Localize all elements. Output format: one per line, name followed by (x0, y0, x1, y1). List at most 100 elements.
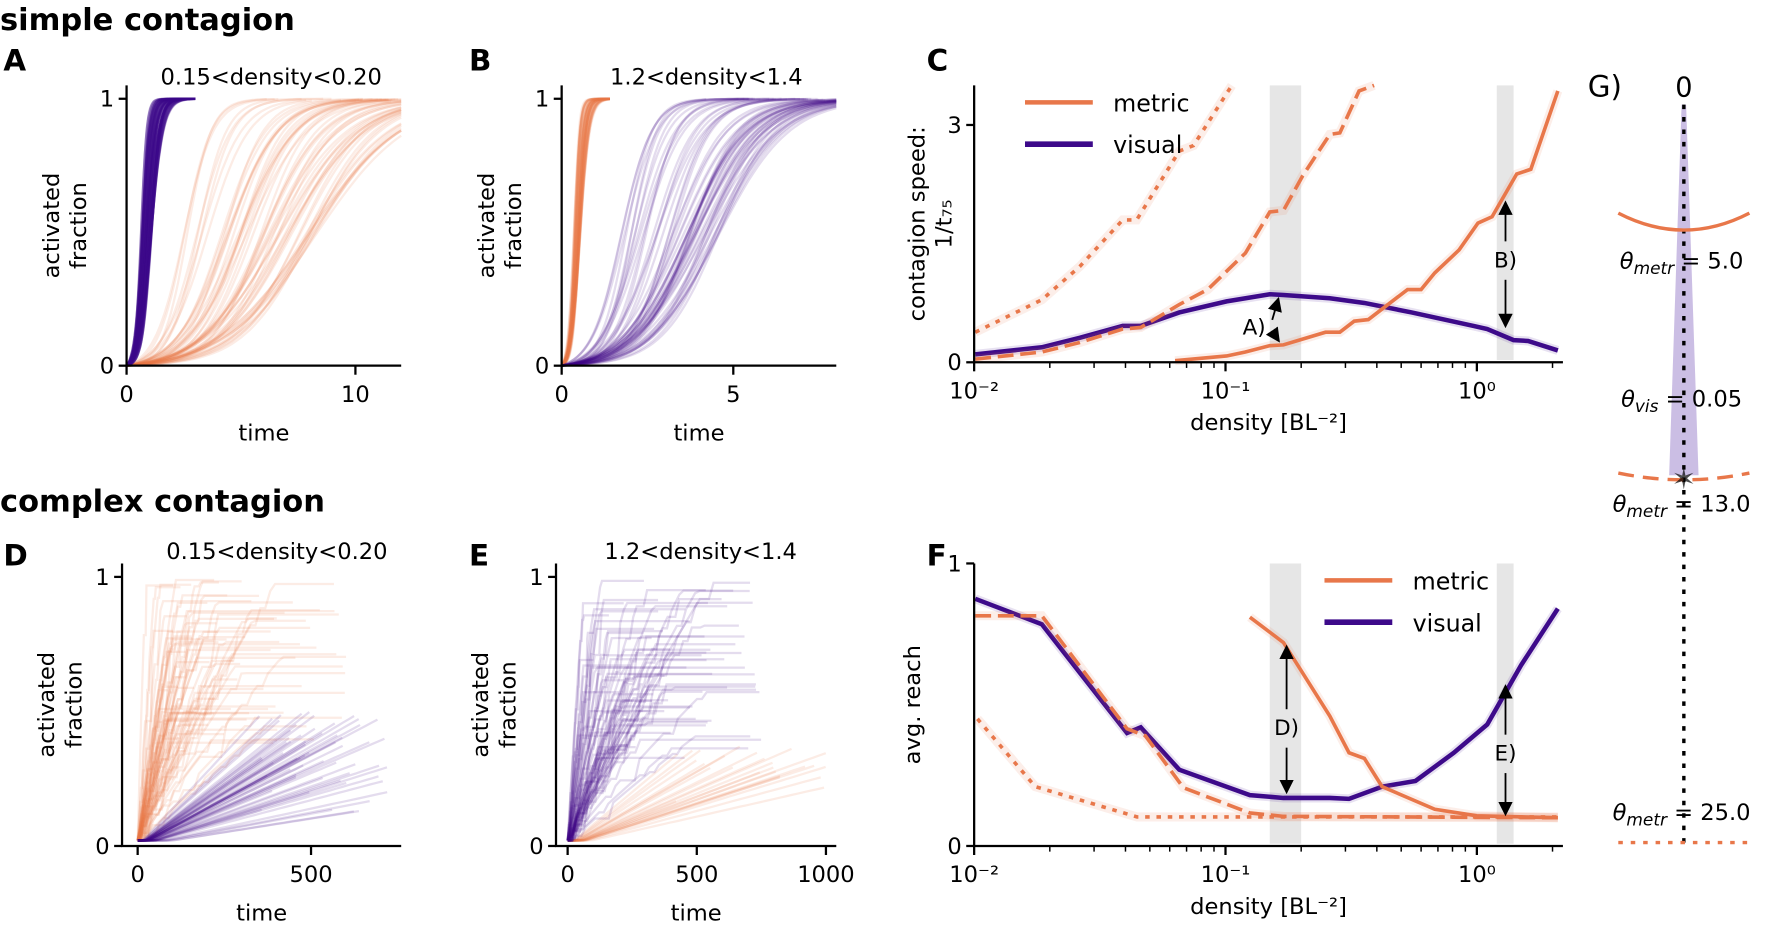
visual-run-line (125, 97, 196, 367)
visual-run-line (566, 605, 728, 841)
visual-run-line (125, 97, 196, 367)
metric-threshold-5-arc (1617, 211, 1751, 232)
metric-run-line (567, 800, 677, 842)
metric-run-line (126, 103, 402, 367)
metric-run-line (560, 97, 610, 367)
annotation-B: B) (1494, 248, 1517, 273)
visual-run-line (137, 741, 337, 842)
visual-run-line (137, 758, 264, 842)
x-tick-label: 0 (119, 382, 133, 408)
visual-run-line (561, 101, 837, 367)
visual-run-line (137, 752, 284, 842)
visual-run-line (561, 98, 750, 367)
metric-run-line (561, 97, 607, 367)
metric-run-line (560, 98, 610, 367)
y-tick-label: 0 (535, 354, 549, 380)
metric-run-line (567, 749, 701, 842)
metric-run-line (136, 581, 219, 841)
metric-run-line (136, 635, 192, 841)
visual-run-line (137, 808, 262, 842)
visual-run-line (126, 97, 196, 367)
visual-run-line (125, 97, 196, 367)
visual-run-line (567, 610, 659, 842)
visual-run-line (567, 691, 760, 842)
visual-run-line (567, 731, 671, 842)
metric-run-line (567, 765, 806, 842)
visual-run-line (561, 104, 837, 367)
y-axis-label: fraction (495, 661, 521, 748)
metric-run-line (126, 110, 402, 367)
visual-run-line (126, 97, 196, 367)
visual-run-line (125, 97, 196, 367)
visual-run-line (561, 98, 807, 367)
panel-title: 1.2<density<1.4 (610, 64, 803, 90)
metric-run-line (136, 613, 339, 841)
metric-run-line (136, 655, 347, 842)
y-axis-label: fraction (66, 182, 92, 269)
density-band (1269, 85, 1302, 361)
x-axis-label: density [BL⁻²] (1190, 410, 1347, 436)
metric-run-line (126, 98, 302, 367)
visual-run-line (567, 673, 755, 842)
metric-run-line (126, 106, 402, 367)
visual-run-line (137, 761, 274, 842)
metric-run-line (560, 97, 610, 367)
visual-run-line (566, 664, 631, 841)
metric-run-line (136, 629, 173, 841)
visual-run-line (566, 619, 690, 841)
metric-run-line (126, 129, 402, 367)
visual-run-line (137, 714, 282, 842)
metric-run-line (561, 97, 610, 367)
visual-run-line (126, 97, 196, 367)
metric-run-line (567, 776, 781, 842)
visual-run-line (567, 598, 722, 842)
metric-run-line (560, 97, 610, 367)
y-tick-label: 1 (535, 87, 549, 113)
metric-run-line (126, 97, 363, 367)
axes-spines (973, 563, 1563, 848)
metric-run-line (560, 97, 610, 367)
visual-run-line (137, 744, 344, 842)
visual-run-line (566, 675, 654, 842)
visual-run-line (561, 98, 837, 367)
metric-run-line (136, 723, 209, 842)
visual-run-line (566, 710, 665, 841)
visual-run-line (567, 731, 631, 842)
metric-run-line (126, 129, 402, 367)
metric-run-line (561, 97, 610, 367)
visual-run-line (125, 97, 196, 367)
visual-run-line (125, 97, 196, 367)
metric-run-line (567, 752, 827, 842)
x-tick-label: 500 (675, 862, 718, 888)
visual-run-line (566, 601, 708, 841)
metric-run-line (136, 732, 225, 842)
metric-run-line (137, 611, 285, 842)
visual-run-line (567, 601, 753, 842)
visual-run-line (566, 738, 762, 842)
visual-run-line (137, 779, 341, 842)
visual-run-line (125, 97, 196, 367)
metric-run-line (136, 719, 190, 841)
metric-solid-series-theta-5 (1248, 615, 1558, 820)
visual-run-line (137, 740, 292, 842)
metric-run-line (560, 97, 610, 367)
metric-run-line (561, 97, 610, 367)
visual-run-line (137, 800, 370, 842)
visual-run-line (561, 100, 837, 367)
visual-run-line (125, 97, 196, 367)
visual-run-line (137, 741, 288, 842)
header-simple-contagion: simple contagion (0, 3, 295, 38)
visual-run-line (137, 718, 360, 842)
metric-run-line (561, 97, 610, 367)
visual-run-line (137, 791, 310, 842)
metric-run-line (126, 99, 356, 367)
visual-run-line (125, 97, 196, 367)
metric-run-line (126, 98, 279, 367)
metric-run-line (136, 728, 278, 842)
metric-run-line (137, 716, 342, 842)
visual-run-line (567, 699, 669, 842)
visual-run-line (566, 686, 728, 842)
metric-run-line (136, 640, 280, 842)
metric-run-line (567, 761, 773, 842)
